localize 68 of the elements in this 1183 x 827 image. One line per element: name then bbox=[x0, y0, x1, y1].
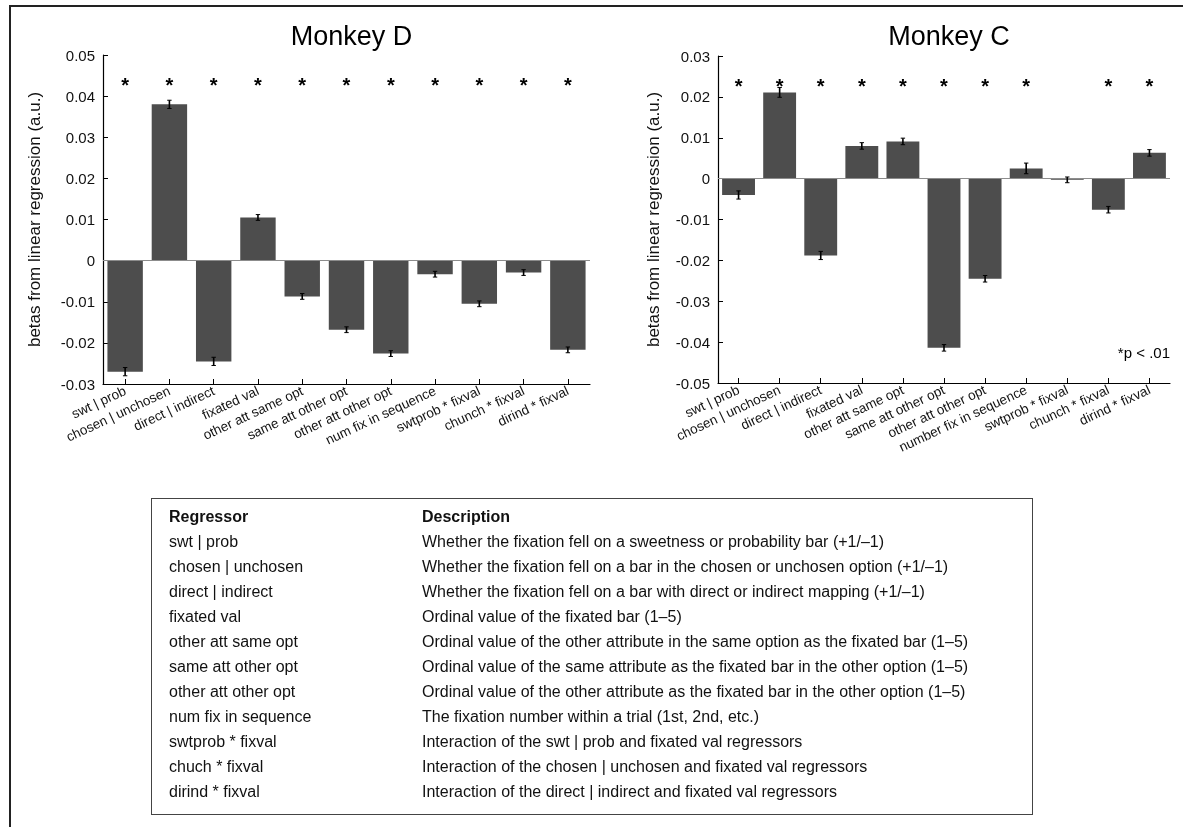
y-tick-label: -0.03 bbox=[675, 292, 710, 310]
text: Whether the fixation fell on a sweetness or probability bar (+1/–1) bbox=[422, 533, 885, 551]
text: The fixation number within a trial (1st, 2nd, etc.) bbox=[422, 707, 760, 726]
annotation: * bbox=[386, 74, 395, 96]
text: other att other opt bbox=[169, 682, 296, 701]
text: Ordinal value of the other attribute in the same option as the fixated bar (1–5) bbox=[422, 632, 969, 651]
annotation: * bbox=[734, 75, 743, 97]
text: Interaction of the swt | prob and fixated val regressors bbox=[422, 732, 803, 751]
y-tick-label: 0.01 bbox=[65, 211, 95, 228]
text: Ordinal value of the same attribute as the fixated bar in the other option (1–5) bbox=[422, 657, 969, 676]
y-tick-label: 0.02 bbox=[680, 88, 710, 106]
y-tick-label: 0 bbox=[86, 252, 95, 270]
text: Ordinal value of the other attribute as the fixated bar in the other option (1–5) bbox=[422, 682, 966, 701]
text: Ordinal value of the fixated bar (1–5) bbox=[422, 607, 682, 626]
y-axis-title: betas from linear regression (a.u.) bbox=[25, 91, 44, 348]
text: fixated val bbox=[169, 607, 242, 626]
text: Regressor bbox=[169, 508, 249, 526]
text: swtprob * fixval bbox=[169, 732, 277, 751]
annotation: * bbox=[899, 75, 908, 97]
annotation: * bbox=[816, 75, 825, 97]
annotation: * bbox=[298, 74, 307, 96]
annotation: * bbox=[857, 75, 866, 97]
annotation: * bbox=[775, 75, 784, 97]
annotation: * bbox=[940, 75, 949, 97]
y-tick-label: 0.03 bbox=[65, 128, 95, 146]
annotation: * bbox=[1145, 75, 1154, 97]
y-tick-label: 0.01 bbox=[680, 129, 710, 147]
annotation: *p < .01 bbox=[1117, 343, 1170, 361]
annotation: * bbox=[209, 74, 218, 96]
text: Description bbox=[422, 508, 511, 526]
text: Interaction of the chosen | unchosen and fixated val regressors bbox=[422, 757, 868, 776]
annotation: * bbox=[342, 74, 351, 96]
annotation: * bbox=[254, 74, 263, 96]
text: Interaction of the direct | indirect and fixated val regressors bbox=[422, 782, 838, 801]
text: num fix in sequence bbox=[169, 707, 312, 726]
annotation: * bbox=[431, 74, 440, 96]
y-tick-label: -0.02 bbox=[60, 334, 95, 352]
y-tick-label: 0.05 bbox=[65, 46, 95, 64]
annotation: * bbox=[121, 74, 130, 96]
text: Whether the fixation fell on a bar in the chosen or unchosen option (+1/–1) bbox=[422, 557, 949, 576]
y-tick-label: 0 bbox=[701, 170, 710, 188]
text: dirind * fixval bbox=[169, 782, 260, 801]
y-tick-label: -0.02 bbox=[675, 251, 710, 269]
text: chosen | unchosen bbox=[169, 557, 304, 576]
annotation: * bbox=[1104, 75, 1113, 97]
text: swt | prob bbox=[169, 533, 239, 551]
annotation: * bbox=[1022, 75, 1031, 97]
annotation: * bbox=[165, 74, 174, 96]
y-axis-title: betas from linear regression (a.u.) bbox=[644, 91, 663, 348]
text: Whether the fixation fell on a bar with direct or indirect mapping (+1/–1) bbox=[422, 582, 925, 601]
y-tick-label: -0.03 bbox=[60, 375, 95, 393]
y-tick-label: 0.04 bbox=[65, 87, 95, 105]
text: other att same opt bbox=[169, 632, 298, 651]
chart-title: Monkey C bbox=[888, 20, 1010, 51]
chart-title: Monkey D bbox=[290, 20, 413, 51]
annotation: * bbox=[519, 74, 528, 96]
y-tick-label: -0.01 bbox=[675, 211, 710, 228]
y-tick-label: -0.01 bbox=[60, 293, 95, 311]
y-tick-label: -0.04 bbox=[675, 333, 710, 351]
annotation: * bbox=[475, 74, 484, 96]
text: same att other opt bbox=[169, 657, 298, 676]
text: chuch * fixval bbox=[169, 757, 264, 776]
y-tick-label: 0.03 bbox=[680, 47, 710, 65]
annotation: * bbox=[981, 75, 990, 97]
text: direct | indirect bbox=[169, 582, 273, 601]
annotation: * bbox=[563, 74, 572, 96]
y-tick-label: -0.05 bbox=[675, 374, 710, 392]
y-tick-label: 0.02 bbox=[65, 169, 95, 187]
